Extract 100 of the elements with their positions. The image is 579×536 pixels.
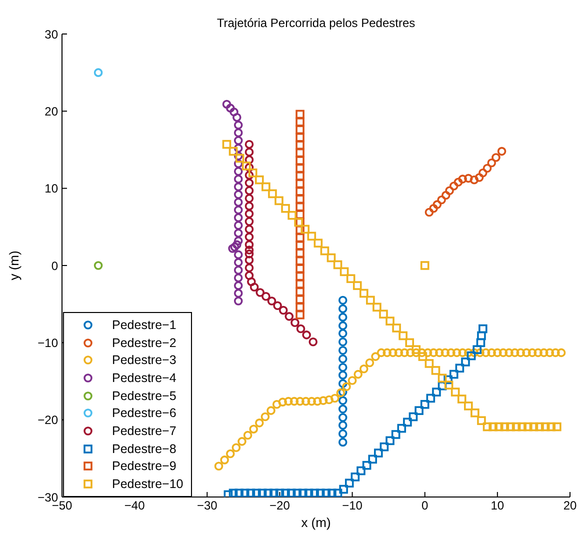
point — [244, 178, 254, 188]
legend-label: Pedestre−9 — [112, 459, 176, 474]
point — [338, 379, 348, 388]
point — [296, 226, 304, 234]
point — [296, 310, 304, 320]
point — [366, 296, 375, 305]
point — [296, 179, 304, 188]
point — [235, 154, 244, 163]
point — [244, 202, 254, 210]
point — [244, 194, 254, 203]
point — [234, 273, 243, 282]
point — [296, 295, 304, 304]
point — [247, 277, 256, 286]
point — [296, 110, 304, 119]
point — [244, 155, 254, 164]
point — [338, 396, 348, 405]
point — [246, 488, 256, 497]
point — [226, 104, 235, 112]
point — [380, 442, 389, 452]
point — [330, 394, 340, 403]
point — [242, 162, 251, 170]
point — [296, 324, 306, 334]
point — [234, 144, 243, 153]
point — [476, 338, 486, 348]
point — [431, 366, 440, 375]
point — [338, 321, 348, 330]
point — [244, 271, 254, 280]
point — [296, 233, 304, 242]
point — [338, 362, 348, 372]
point — [426, 394, 436, 403]
point — [296, 125, 304, 134]
point — [232, 443, 241, 452]
point — [234, 220, 243, 230]
point — [284, 312, 294, 321]
legend-label: Pedestre−4 — [112, 370, 176, 385]
y-tick-label: 20 — [44, 104, 58, 118]
point — [340, 267, 349, 276]
point — [470, 408, 480, 418]
point — [296, 156, 304, 165]
point — [220, 456, 229, 464]
point — [408, 412, 418, 422]
point — [338, 354, 348, 364]
point — [296, 287, 304, 296]
legend-label: Pedestre−5 — [112, 388, 176, 403]
point — [244, 163, 254, 172]
x-tick-label: −10 — [342, 498, 363, 513]
point — [458, 174, 467, 184]
point — [228, 146, 238, 156]
point — [262, 182, 270, 192]
x-tick-label: −30 — [196, 498, 218, 513]
point — [94, 261, 103, 270]
point — [478, 168, 488, 178]
point — [234, 236, 243, 246]
point — [307, 232, 316, 241]
point — [244, 232, 254, 242]
point — [296, 248, 304, 258]
point — [338, 438, 348, 447]
point — [546, 422, 556, 432]
point — [296, 194, 304, 204]
point — [488, 422, 498, 432]
point — [244, 170, 254, 180]
point — [232, 240, 242, 250]
point — [272, 400, 282, 409]
x-tick-label: −40 — [124, 498, 146, 513]
x-tick-label: 20 — [563, 498, 577, 513]
point — [359, 288, 368, 298]
point — [234, 258, 243, 267]
point — [405, 338, 414, 348]
point — [275, 488, 284, 497]
point — [470, 175, 479, 184]
point — [240, 488, 250, 497]
point — [228, 488, 238, 497]
point — [497, 146, 506, 156]
point — [249, 424, 258, 434]
point — [474, 173, 484, 182]
point — [244, 140, 254, 149]
point — [234, 128, 243, 138]
legend-label: Pedestre−2 — [112, 336, 176, 350]
point — [254, 418, 264, 428]
point — [244, 224, 254, 234]
y-tick-label: 0 — [51, 258, 58, 273]
point — [386, 316, 394, 326]
point — [222, 100, 232, 109]
point — [454, 178, 463, 187]
legend-label: Pedestre−6 — [112, 406, 176, 420]
point — [556, 348, 566, 358]
point — [226, 449, 235, 458]
point — [316, 488, 325, 497]
x-tick-label: 0 — [422, 498, 429, 513]
point — [376, 348, 386, 358]
point — [234, 136, 243, 145]
point — [445, 186, 454, 196]
point — [424, 359, 434, 368]
legend-label: Pedestre−7 — [112, 424, 176, 438]
point — [234, 182, 243, 192]
y-tick-label: −10 — [38, 336, 58, 350]
point — [260, 412, 270, 422]
point — [262, 292, 270, 301]
point — [94, 68, 103, 77]
point — [512, 422, 521, 432]
